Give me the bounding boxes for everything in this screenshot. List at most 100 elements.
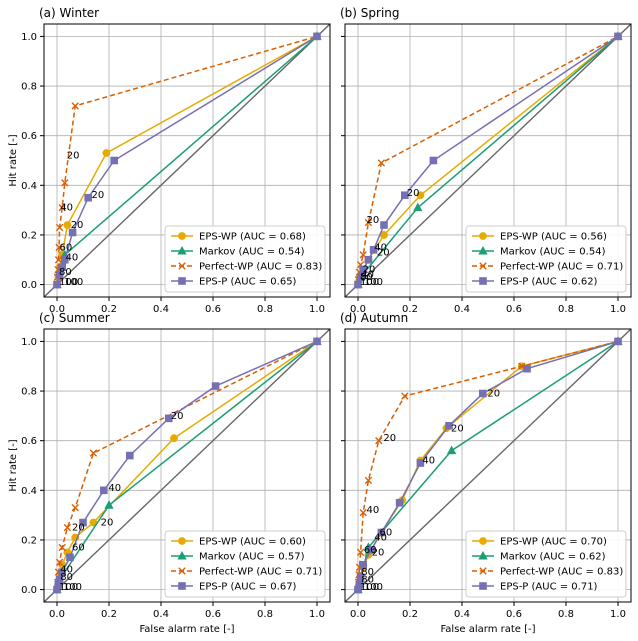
x-tick-label: 0.4 xyxy=(454,609,470,620)
series-eps-p xyxy=(354,32,622,289)
threshold-label: 20 xyxy=(92,190,105,201)
legend-box xyxy=(465,530,627,598)
data-point xyxy=(63,523,72,532)
threshold-label: 100 xyxy=(360,277,379,288)
data-point xyxy=(614,32,622,41)
legend-swatch-marker xyxy=(479,277,487,285)
data-point xyxy=(355,580,364,589)
legend-box xyxy=(164,225,326,293)
threshold-label: 100 xyxy=(63,582,82,593)
legend-entry-markov: Markov (AUC = 0.54) xyxy=(500,247,606,258)
y-tick-label: 0.4 xyxy=(21,181,37,192)
legend-entry-eps-wp: EPS-WP (AUC = 0.56) xyxy=(500,232,607,243)
data-point xyxy=(53,280,61,289)
data-point xyxy=(479,389,487,398)
y-tick-label: 0.8 xyxy=(21,82,37,93)
data-point xyxy=(170,434,178,443)
x-tick-label: 0.0 xyxy=(350,304,366,315)
threshold-label: 20 xyxy=(451,423,464,434)
threshold-label: 20 xyxy=(363,265,376,276)
threshold-label: 80 xyxy=(360,272,373,283)
y-tick-label: 0.8 xyxy=(21,387,37,398)
legend-swatch-marker xyxy=(479,582,487,590)
data-point xyxy=(369,246,378,254)
series-eps-p xyxy=(354,337,622,594)
legend: EPS-WP (AUC = 0.68) Markov (AUC = 0.54) Pe… xyxy=(164,225,326,293)
threshold-label: 100 xyxy=(364,277,383,288)
legend-entry-eps-p: EPS-P (AUC = 0.65) xyxy=(199,277,297,288)
threshold-label: 20 xyxy=(67,151,80,162)
data-point xyxy=(375,436,383,445)
legend-swatch-marker xyxy=(178,262,186,270)
data-point xyxy=(416,191,425,200)
data-point xyxy=(63,221,72,229)
x-tick-label: 0.4 xyxy=(153,609,169,620)
x-tick-label: 1.0 xyxy=(610,304,626,315)
threshold-label: 40 xyxy=(367,505,380,516)
legend-box xyxy=(164,530,326,598)
data-point xyxy=(377,528,386,537)
legend-entry-eps-p: EPS-P (AUC = 0.62) xyxy=(500,277,598,288)
axes-frame xyxy=(43,23,331,298)
threshold-label: 20 xyxy=(377,247,390,258)
threshold-label: 80 xyxy=(361,575,374,586)
data-point xyxy=(377,159,386,167)
threshold-label: 20 xyxy=(407,188,420,199)
data-point xyxy=(55,243,63,252)
x-tick-label: 0.2 xyxy=(101,609,117,620)
legend-swatch-marker xyxy=(178,232,186,240)
data-point xyxy=(313,337,321,346)
series-line-perfect-wp xyxy=(357,35,619,285)
legend-swatch-marker xyxy=(177,245,187,255)
data-point xyxy=(58,263,67,272)
data-point xyxy=(71,102,79,110)
data-point xyxy=(356,548,365,557)
data-point xyxy=(61,255,69,264)
diagonal-reference-line xyxy=(44,24,330,297)
x-tick-label: 0.8 xyxy=(257,304,273,315)
data-point xyxy=(356,273,365,281)
threshold-label: 80 xyxy=(60,572,73,583)
legend-swatch-marker xyxy=(178,582,186,590)
threshold-label: 60 xyxy=(380,528,393,539)
threshold-label: 100 xyxy=(64,277,83,288)
legend-entry-markov: Markov (AUC = 0.57) xyxy=(199,552,305,563)
threshold-label: 20 xyxy=(383,433,396,444)
threshold-label: 100 xyxy=(59,277,78,288)
legend-swatch-marker xyxy=(479,567,487,575)
legend-entry-perfect-wp: Perfect-WP (AUC = 0.71) xyxy=(199,567,322,578)
diagonal-reference-line xyxy=(44,329,330,602)
data-point xyxy=(58,568,67,577)
data-point xyxy=(364,218,373,227)
legend-swatch-marker xyxy=(177,550,187,560)
y-tick-label: 0.6 xyxy=(21,436,37,447)
threshold-label: 80 xyxy=(361,567,374,578)
data-point xyxy=(102,149,111,157)
threshold-label: 20 xyxy=(171,411,184,422)
data-point xyxy=(66,553,74,562)
y-tick-label: 1.0 xyxy=(21,32,37,43)
threshold-label: 80 xyxy=(59,267,72,278)
threshold-label: 20 xyxy=(487,389,500,400)
data-point xyxy=(416,459,425,467)
series-eps-p xyxy=(53,32,321,289)
legend: EPS-WP (AUC = 0.56) Markov (AUC = 0.54) Pe… xyxy=(465,225,627,293)
data-point xyxy=(110,156,119,165)
legend: EPS-WP (AUC = 0.60) Markov (AUC = 0.57) Pe… xyxy=(164,530,326,598)
panel-title: (c) Summer xyxy=(39,311,110,325)
threshold-label: 40 xyxy=(361,270,374,281)
data-point xyxy=(359,508,367,517)
legend-entry-eps-p: EPS-P (AUC = 0.71) xyxy=(500,582,598,593)
legend-box xyxy=(465,225,627,293)
data-point xyxy=(100,486,108,495)
threshold-label: 40 xyxy=(422,456,435,467)
data-point xyxy=(354,280,362,289)
x-tick-label: 0.8 xyxy=(558,304,574,315)
data-point xyxy=(445,421,453,430)
threshold-label: 20 xyxy=(71,220,84,231)
data-point xyxy=(55,223,64,232)
data-point xyxy=(58,203,66,212)
panel-title: (a) Winter xyxy=(39,6,99,20)
x-tick-label: 0.4 xyxy=(454,304,470,315)
